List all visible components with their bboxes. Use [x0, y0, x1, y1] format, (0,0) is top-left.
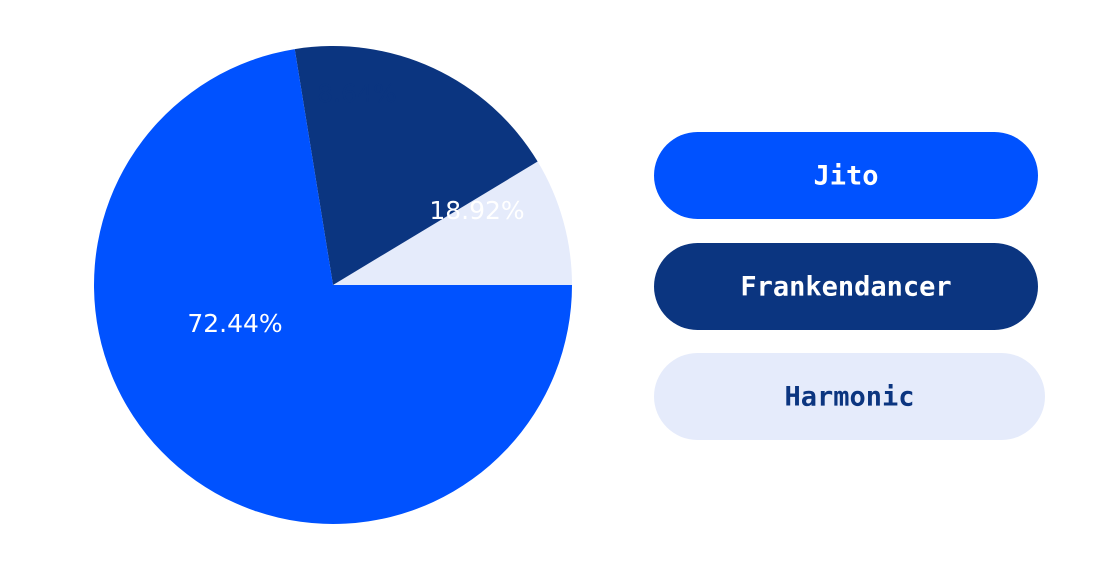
legend-label: Jito: [813, 161, 878, 192]
slice-label: 72.44%: [187, 309, 282, 338]
pie-slice: [333, 161, 572, 285]
pie-slice: [93, 49, 572, 524]
legend-pill[interactable]: [654, 243, 1038, 330]
legend-label: Frankendancer: [740, 272, 951, 303]
slice-label: 18.92%: [429, 196, 524, 225]
legend-label: Harmonic: [784, 382, 914, 413]
pie-slice: [294, 45, 538, 286]
legend-pill[interactable]: [654, 132, 1038, 219]
slice-label: 8.64%: [317, 79, 396, 108]
legend-pill[interactable]: [654, 353, 1045, 440]
